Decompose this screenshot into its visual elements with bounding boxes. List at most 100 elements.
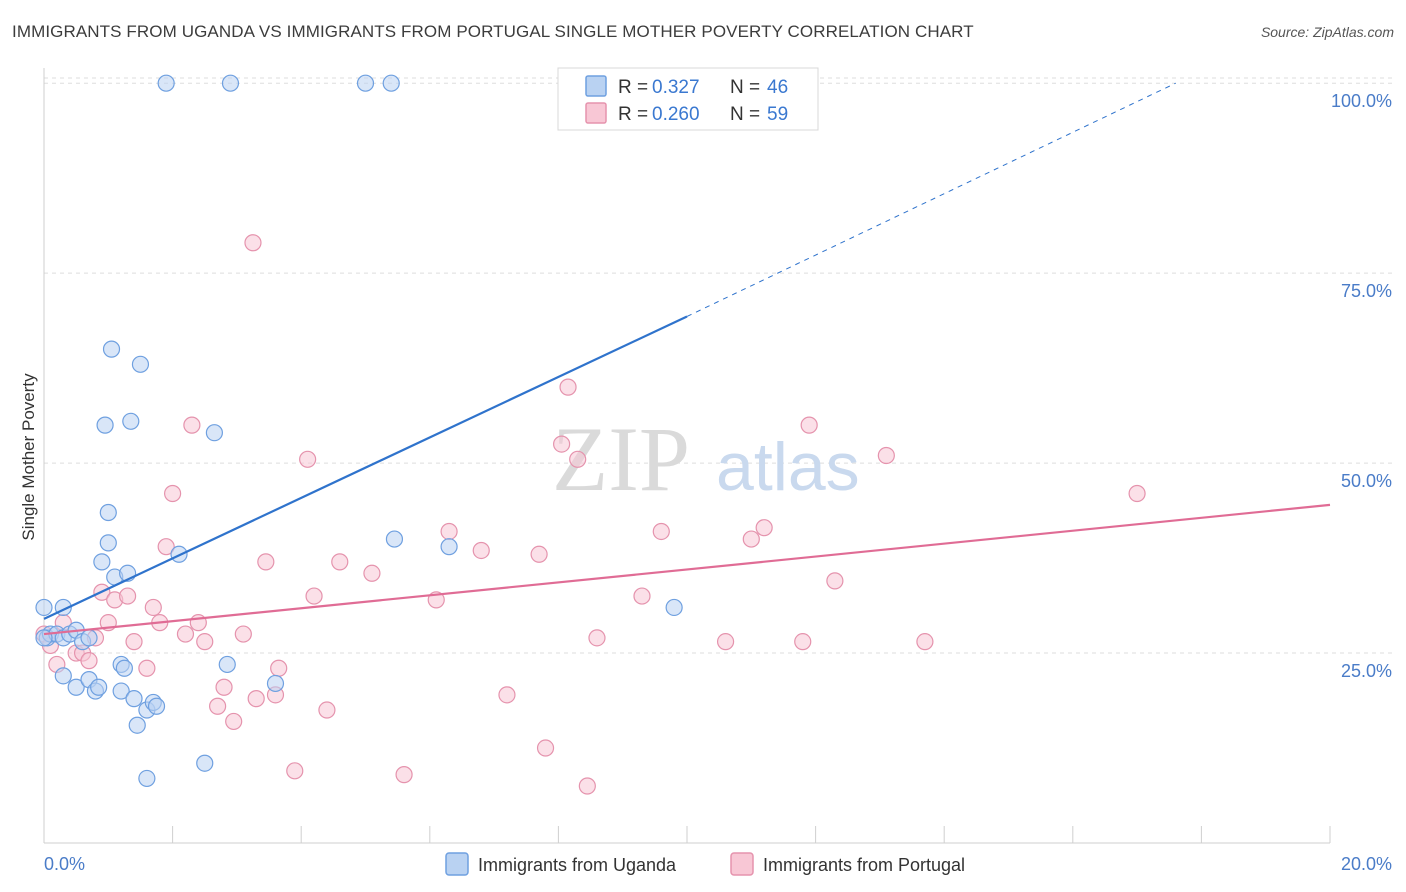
uganda-point bbox=[35, 629, 53, 647]
chart-source: Source: ZipAtlas.com bbox=[1260, 24, 1394, 40]
portugal-point bbox=[138, 659, 156, 677]
uganda-point bbox=[112, 682, 130, 700]
trendline-portugal bbox=[43, 503, 1331, 636]
bottom-legend-swatch-portugal bbox=[730, 852, 754, 876]
uganda-point bbox=[131, 355, 150, 373]
portugal-point bbox=[176, 625, 195, 643]
x-tick-label-min: 0.0% bbox=[44, 854, 85, 874]
portugal-point bbox=[244, 234, 262, 252]
uganda-point bbox=[128, 716, 146, 734]
portugal-point bbox=[536, 739, 555, 757]
portugal-point bbox=[440, 522, 458, 541]
legend-r-label-uganda: R = bbox=[618, 77, 648, 98]
x-tick-label-max: 20.0% bbox=[1341, 854, 1392, 874]
uganda-point bbox=[54, 667, 72, 685]
portugal-point bbox=[247, 690, 265, 708]
uganda-point bbox=[125, 690, 143, 708]
portugal-point bbox=[755, 519, 773, 537]
series-portugal-points bbox=[35, 234, 1146, 795]
uganda-point bbox=[266, 674, 285, 693]
portugal-point bbox=[800, 416, 818, 434]
legend-r-value-uganda: 0.327 bbox=[652, 77, 700, 98]
portugal-point bbox=[305, 587, 323, 605]
portugal-point bbox=[157, 538, 175, 556]
uganda-point bbox=[80, 629, 98, 647]
bottom-legend-label-uganda: Immigrants from Uganda bbox=[478, 855, 677, 875]
portugal-point bbox=[498, 686, 516, 704]
legend-r-value-portugal: 0.260 bbox=[652, 104, 700, 125]
portugal-point bbox=[270, 659, 288, 677]
uganda-point bbox=[93, 553, 111, 571]
portugal-point bbox=[331, 553, 349, 571]
uganda-point bbox=[99, 534, 117, 552]
legend-swatch-uganda bbox=[585, 75, 607, 97]
uganda-point bbox=[96, 416, 114, 434]
legend-swatch-portugal bbox=[585, 102, 607, 124]
legend-n-label-uganda: N = bbox=[730, 77, 760, 98]
uganda-point bbox=[138, 769, 156, 788]
x-ticks bbox=[43, 826, 1331, 843]
portugal-point bbox=[196, 633, 214, 651]
uganda-point bbox=[196, 754, 214, 772]
trendlines bbox=[43, 82, 1331, 636]
portugal-point bbox=[553, 435, 571, 453]
portugal-point bbox=[530, 545, 548, 563]
portugal-point bbox=[652, 522, 670, 541]
uganda-point bbox=[218, 655, 236, 674]
uganda-point bbox=[122, 412, 140, 430]
trendline-uganda bbox=[43, 315, 688, 620]
portugal-point bbox=[472, 541, 490, 560]
uganda-point bbox=[665, 598, 683, 617]
series-uganda-points bbox=[35, 74, 683, 788]
portugal-point bbox=[225, 712, 243, 731]
uganda-point bbox=[385, 530, 404, 548]
uganda-point bbox=[205, 424, 223, 442]
bottom-legend: Immigrants from Uganda Immigrants from P… bbox=[445, 852, 965, 876]
y-axis-label: Single Mother Poverty bbox=[19, 373, 38, 541]
uganda-point bbox=[147, 697, 166, 715]
portugal-point bbox=[633, 587, 651, 605]
portugal-point bbox=[826, 572, 844, 590]
portugal-point bbox=[80, 652, 98, 670]
uganda-point bbox=[157, 74, 175, 92]
portugal-point bbox=[318, 701, 336, 719]
portugal-point bbox=[183, 416, 201, 434]
portugal-point bbox=[559, 378, 577, 396]
uganda-point bbox=[382, 74, 400, 92]
portugal-point bbox=[794, 633, 812, 651]
portugal-point bbox=[144, 598, 162, 617]
legend: R = 0.327 N = 46 R = 0.260 N = 59 bbox=[557, 67, 819, 131]
portugal-point bbox=[363, 564, 381, 582]
portugal-point bbox=[299, 450, 317, 468]
watermark-atlas: atlas bbox=[716, 429, 860, 505]
y-tick-labels: 25.0% 50.0% 75.0% 100.0% bbox=[1331, 91, 1392, 681]
portugal-point bbox=[716, 633, 735, 651]
portugal-point bbox=[257, 553, 275, 571]
portugal-point bbox=[286, 762, 304, 780]
portugal-point bbox=[118, 587, 137, 605]
uganda-point bbox=[356, 74, 375, 92]
chart-title: IMMIGRANTS FROM UGANDA VS IMMIGRANTS FRO… bbox=[12, 22, 974, 41]
portugal-point bbox=[1128, 484, 1146, 503]
uganda-point bbox=[35, 598, 53, 617]
y-tick-label: 75.0% bbox=[1341, 281, 1392, 301]
uganda-point bbox=[99, 503, 117, 522]
portugal-point bbox=[164, 484, 182, 503]
legend-n-label-portugal: N = bbox=[730, 104, 760, 125]
uganda-point bbox=[67, 678, 85, 696]
y-tick-label: 100.0% bbox=[1331, 91, 1392, 111]
legend-r-label-portugal: R = bbox=[618, 104, 648, 125]
portugal-point bbox=[395, 766, 413, 784]
legend-n-value-portugal: 59 bbox=[767, 104, 788, 125]
portugal-point bbox=[742, 530, 760, 548]
portugal-point bbox=[569, 450, 587, 468]
y-tick-label: 50.0% bbox=[1341, 471, 1392, 491]
uganda-point bbox=[115, 659, 133, 677]
uganda-point bbox=[221, 74, 240, 92]
uganda-point bbox=[440, 538, 458, 556]
legend-n-value-uganda: 46 bbox=[767, 77, 788, 98]
portugal-point bbox=[578, 777, 596, 795]
bottom-legend-swatch-uganda bbox=[445, 852, 469, 876]
uganda-point bbox=[102, 340, 121, 358]
